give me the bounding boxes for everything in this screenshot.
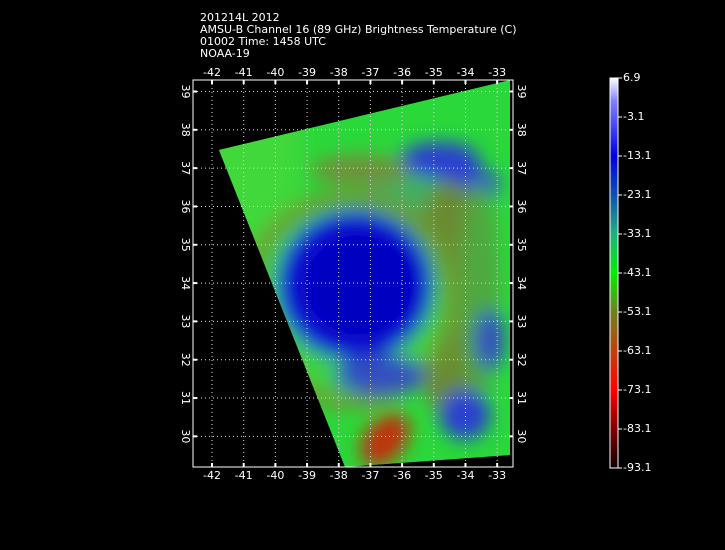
- lon-label: -33: [488, 66, 506, 79]
- lat-label: 33: [515, 314, 528, 328]
- lat-label: 32: [515, 353, 528, 367]
- colorbar-label: -93.1: [623, 461, 651, 474]
- colorbar-label: -23.1: [623, 188, 651, 201]
- lat-label: 38: [515, 123, 528, 137]
- swath-image: [219, 80, 510, 467]
- lat-label: 33: [179, 314, 192, 328]
- lon-label: -37: [361, 469, 379, 482]
- colorbar-label: 6.9: [623, 71, 641, 84]
- lat-label: 32: [179, 353, 192, 367]
- lat-label: 39: [515, 84, 528, 98]
- lat-label: 35: [179, 238, 192, 252]
- header-line: 201214L 2012: [200, 11, 280, 24]
- lat-label: 37: [515, 161, 528, 175]
- lon-label: -40: [266, 469, 284, 482]
- lon-label: -41: [235, 66, 253, 79]
- lon-label: -33: [488, 469, 506, 482]
- lat-label: 37: [179, 161, 192, 175]
- colorbar-label: -73.1: [623, 383, 651, 396]
- lat-label: 36: [179, 199, 192, 213]
- colorbar-label: -63.1: [623, 344, 651, 357]
- header-line: NOAA-19: [200, 47, 250, 60]
- lon-label: -37: [361, 66, 379, 79]
- lat-label: 31: [515, 391, 528, 405]
- lat-label: 34: [179, 276, 192, 290]
- lon-label: -40: [266, 66, 284, 79]
- lat-label: 31: [179, 391, 192, 405]
- lon-label: -35: [425, 469, 443, 482]
- colorbar-label: -83.1: [623, 422, 651, 435]
- lon-label: -35: [425, 66, 443, 79]
- colorbar-label: -53.1: [623, 305, 651, 318]
- header-line: 01002 Time: 1458 UTC: [200, 35, 326, 48]
- lon-label: -41: [235, 469, 253, 482]
- lon-label: -38: [330, 66, 348, 79]
- lon-label: -34: [456, 469, 474, 482]
- colorbar-label: -43.1: [623, 266, 651, 279]
- header-line: AMSU-B Channel 16 (89 GHz) Brightness Te…: [200, 23, 517, 36]
- lon-label: -36: [393, 66, 411, 79]
- lat-label: 35: [515, 238, 528, 252]
- colorbar-label: -33.1: [623, 227, 651, 240]
- lat-label: 36: [515, 199, 528, 213]
- lat-label: 30: [179, 429, 192, 443]
- lon-label: -42: [203, 469, 221, 482]
- lon-label: -39: [298, 469, 316, 482]
- grid: [193, 80, 513, 467]
- colorbar-label: -3.1: [623, 110, 644, 123]
- lon-label: -36: [393, 469, 411, 482]
- lat-label: 30: [515, 429, 528, 443]
- lon-label: -39: [298, 66, 316, 79]
- colorbar: [609, 77, 619, 469]
- lon-label: -38: [330, 469, 348, 482]
- lat-label: 38: [179, 123, 192, 137]
- colorbar-label: -13.1: [623, 149, 651, 162]
- map-frame: [192, 79, 514, 468]
- lon-label: -34: [456, 66, 474, 79]
- lon-label: -42: [203, 66, 221, 79]
- lat-label: 39: [179, 84, 192, 98]
- lat-label: 34: [515, 276, 528, 290]
